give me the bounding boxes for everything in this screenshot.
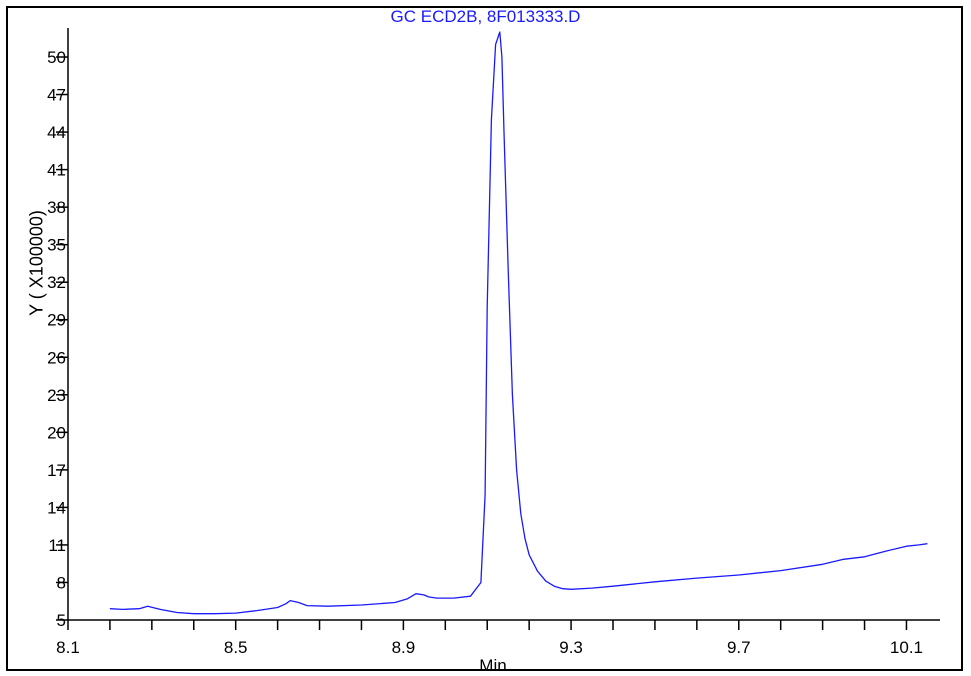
y-tick-label: 23 (47, 386, 66, 405)
plot-frame (6, 6, 963, 671)
y-tick-label: 35 (47, 236, 66, 255)
axes (67, 28, 940, 621)
y-tick-label: 17 (47, 461, 66, 480)
y-tick-label: 32 (47, 273, 66, 292)
x-tick-label: 8.1 (56, 638, 80, 657)
x-ticks: 8.1 8.5 8.9 9.3 9.7 10.1 (56, 620, 923, 657)
y-ticks: 5 8 11 14 17 20 23 26 29 32 35 38 41 44 47 50 (47, 48, 68, 630)
y-tick-label: 38 (47, 198, 66, 217)
y-tick-label: 41 (47, 161, 66, 180)
y-tick-label: 11 (48, 536, 66, 555)
y-tick-label: 26 (47, 348, 66, 367)
y-tick-label: 8 (57, 573, 66, 592)
plot-area (109, 31, 928, 615)
chart-title: GC ECD2B, 8F013333.D (390, 7, 581, 26)
y-tick-label: 44 (47, 123, 66, 142)
y-tick-label: 20 (47, 423, 66, 442)
series-line-0 (109, 31, 928, 615)
y-tick-label: 47 (47, 86, 66, 105)
x-tick-label: 9.7 (727, 638, 751, 657)
y-tick-label: 5 (57, 611, 66, 630)
x-tick-label: 10.1 (890, 638, 923, 657)
y-tick-label: 14 (47, 498, 66, 517)
x-tick-label: 8.5 (224, 638, 248, 657)
y-tick-label: 50 (47, 48, 66, 67)
x-tick-label: 9.3 (559, 638, 583, 657)
x-tick-label: 8.9 (392, 638, 416, 657)
x-axis-label: Min (479, 656, 507, 675)
y-tick-label: 29 (47, 311, 66, 330)
